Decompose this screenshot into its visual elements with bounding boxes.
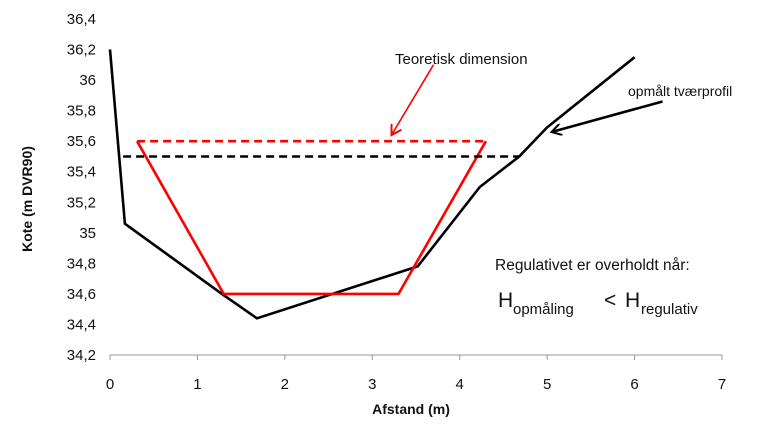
y-axis-title: Kote (m DVR90) bbox=[19, 146, 35, 252]
x-tick-label: 4 bbox=[456, 376, 464, 393]
theoretical-profile-line bbox=[135, 140, 488, 296]
theoretical-dimension-arrow bbox=[392, 64, 435, 135]
measured-profile-line bbox=[108, 49, 636, 320]
plot-series bbox=[108, 49, 636, 320]
y-tick-label: 34,8 bbox=[67, 255, 96, 272]
y-tick-label: 35,2 bbox=[67, 194, 96, 211]
condition-h-opmaling: H bbox=[498, 289, 513, 312]
condition-h-regulativ: H bbox=[625, 289, 640, 312]
y-tick-label: 34,2 bbox=[67, 347, 96, 364]
x-tick-label: 6 bbox=[630, 376, 638, 393]
condition-sub-opmaling: opmåling bbox=[513, 301, 574, 318]
condition-operator: < bbox=[604, 289, 616, 312]
y-tick-label: 36 bbox=[79, 72, 96, 89]
y-tick-label: 36,4 bbox=[67, 11, 96, 28]
x-tick-label: 7 bbox=[718, 376, 726, 393]
y-tick-label: 35,6 bbox=[67, 133, 96, 150]
measured-profile-arrow bbox=[552, 100, 663, 132]
x-tick-label: 3 bbox=[368, 376, 376, 393]
y-axis-ticks: 34,2 34,4 34,6 34,8 35 35,2 35,4 35,6 35,8 36 36,2… bbox=[67, 11, 96, 364]
x-tick-label: 2 bbox=[281, 376, 289, 393]
x-axis-ticks: 0 1 2 3 4 5 6 7 bbox=[106, 355, 726, 393]
x-tick-label: 0 bbox=[106, 376, 114, 393]
y-tick-label: 35,4 bbox=[67, 164, 96, 181]
condition-sub-regulativ: regulativ bbox=[641, 301, 698, 318]
y-tick-label: 35,8 bbox=[67, 103, 96, 120]
x-tick-label: 1 bbox=[193, 376, 201, 393]
y-tick-label: 36,2 bbox=[67, 42, 96, 59]
theoretical-dimension-label: Teoretisk dimension bbox=[395, 51, 528, 68]
plot-annotations: Teoretisk dimension opmålt tværprofil bbox=[392, 51, 732, 135]
y-tick-label: 35 bbox=[79, 225, 96, 242]
condition-expression: H opmåling < H regulativ bbox=[498, 289, 698, 318]
y-tick-label: 34,6 bbox=[67, 286, 96, 303]
condition-title: Regulativet er overholdt når: bbox=[495, 257, 690, 274]
measured-profile-label: opmålt tværprofil bbox=[628, 83, 732, 99]
x-axis-title: Afstand (m) bbox=[372, 401, 450, 417]
x-tick-label: 5 bbox=[543, 376, 551, 393]
y-tick-label: 34,4 bbox=[67, 316, 96, 333]
